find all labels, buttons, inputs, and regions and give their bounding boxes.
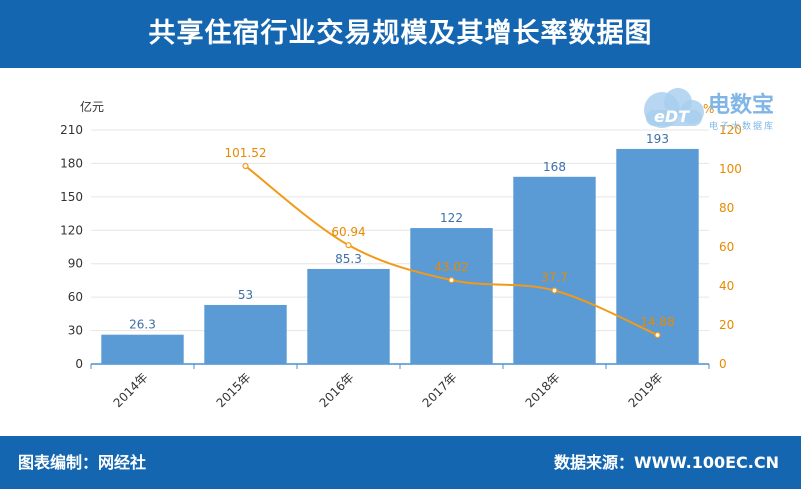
bar-series: 26.3 53 85.3 122 168 193: [101, 132, 699, 364]
line-point: [242, 162, 249, 170]
line-point: [345, 242, 352, 249]
right-tick-label: 60: [719, 240, 734, 254]
bar: [204, 304, 287, 364]
footer-bar: 图表编制：网经社 数据来源：WWW.100EC.CN: [0, 436, 801, 489]
line-data-label: 43.02: [434, 260, 468, 274]
bar-data-label: 168: [543, 160, 566, 174]
left-tick-label: 90: [68, 257, 83, 271]
cloud-icon: [644, 88, 704, 128]
x-tick-label: 2019年: [626, 370, 666, 410]
line-point: [654, 331, 661, 339]
left-tick-label: 0: [75, 357, 83, 371]
logo-brand: 电数宝: [708, 92, 774, 118]
logo-sub: 电子大数据库: [709, 120, 775, 132]
line-point: [551, 287, 558, 294]
left-tick-label: 180: [60, 156, 83, 170]
line-data-label: 14.88: [640, 315, 674, 329]
line-data-label: 60.94: [331, 225, 365, 239]
bar-data-label: 122: [440, 211, 463, 225]
right-tick-label: 100: [719, 162, 742, 176]
bar-data-label: 85.3: [335, 252, 362, 266]
line-data-label: 37.7: [541, 270, 568, 284]
left-axis-unit: 亿元: [80, 99, 104, 114]
x-axis: 2014年 2015年 2016年 2017年 2018年 2019年: [90, 364, 710, 410]
left-tick-label: 30: [68, 324, 83, 338]
right-tick-label: 20: [719, 318, 734, 332]
x-tick-label: 2016年: [317, 370, 357, 410]
x-tick-label: 2017年: [420, 370, 460, 410]
bar: [307, 268, 390, 364]
left-axis: 0 30 60 90 120 150 180 210: [60, 123, 83, 371]
line-data-label: 101.52: [225, 146, 267, 160]
x-tick-label: 2018年: [523, 370, 563, 410]
left-tick-label: 60: [68, 290, 83, 304]
logo-mark: eDT: [654, 107, 690, 126]
right-axis-unit: %: [703, 102, 714, 116]
chart-credit: 图表编制：网经社: [18, 453, 147, 472]
data-source: 数据来源：WWW.100EC.CN: [553, 453, 779, 472]
x-tick-label: 2014年: [111, 370, 151, 410]
left-tick-label: 120: [60, 223, 83, 237]
bar-data-label: 53: [238, 288, 253, 302]
line-point: [448, 277, 455, 284]
right-axis: 0 20 40 60 80 100 120: [719, 123, 742, 371]
right-tick-label: 40: [719, 279, 734, 293]
header-bar: 共享住宿行业交易规模及其增长率数据图: [0, 0, 801, 68]
left-tick-label: 210: [60, 123, 83, 137]
right-tick-label: 0: [719, 357, 727, 371]
right-tick-label: 120: [719, 123, 742, 137]
bar: [101, 334, 184, 364]
chart: 0 30 60 90 120 150 180 210 0 20 40 60 80 100 120 26.3…: [60, 99, 742, 410]
right-tick-label: 80: [719, 201, 734, 215]
x-tick-label: 2015年: [214, 370, 254, 410]
left-tick-label: 150: [60, 190, 83, 204]
line-series: 101.52 60.94 43.02 37.7 14.88: [225, 146, 675, 339]
grid-lines: [91, 129, 709, 365]
bar: [410, 228, 493, 364]
chart-title: 共享住宿行业交易规模及其增长率数据图: [148, 18, 653, 49]
brand-logo: eDT 电数宝 电子大数据库: [632, 80, 792, 138]
bar-data-label: 193: [646, 132, 669, 146]
bar: [513, 176, 596, 364]
bar: [616, 148, 699, 364]
bar-data-label: 26.3: [129, 318, 156, 332]
